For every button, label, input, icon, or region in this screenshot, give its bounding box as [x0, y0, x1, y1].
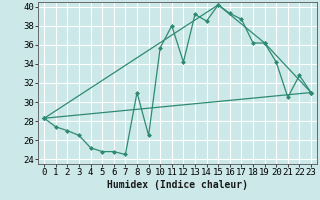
X-axis label: Humidex (Indice chaleur): Humidex (Indice chaleur) [107, 180, 248, 190]
